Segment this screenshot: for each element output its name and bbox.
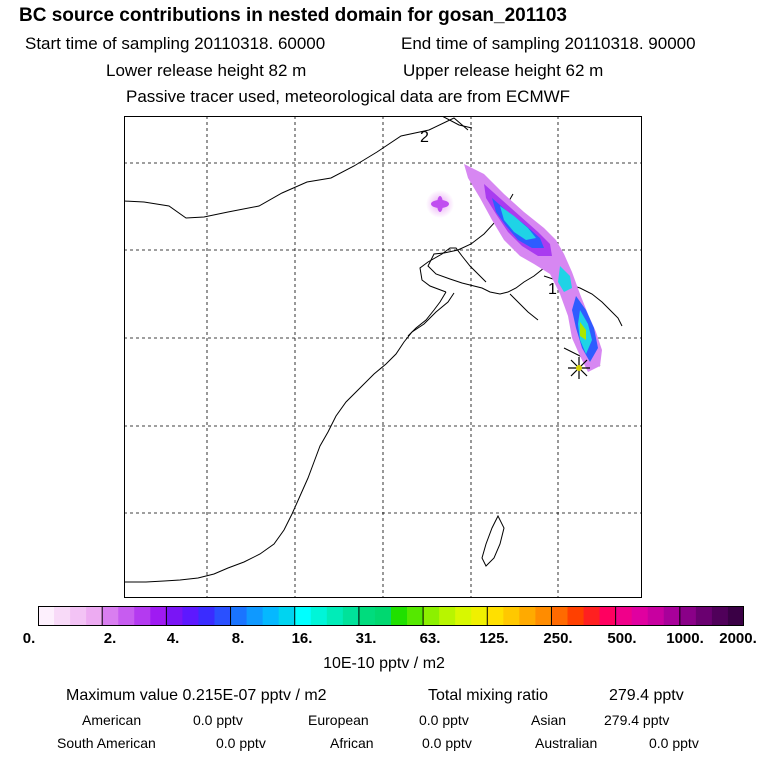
colorbar-tick: 63.	[419, 630, 441, 647]
african-value: 0.0 pptv	[422, 735, 472, 751]
colorbar-swatch	[182, 606, 199, 626]
colorbar-swatch	[150, 606, 167, 626]
colorbar-swatch	[262, 606, 280, 626]
colorbar-swatch	[519, 606, 536, 626]
colorbar-swatch	[118, 606, 135, 626]
colorbar-swatch	[391, 606, 408, 626]
colorbar-swatch	[631, 606, 649, 626]
colorbar-swatch	[38, 606, 55, 626]
colorbar-swatch	[70, 606, 87, 626]
tracer-note: Passive tracer used, meteorological data…	[126, 87, 571, 106]
colorbar-tick: 250.	[543, 630, 573, 647]
colorbar-tick: 2000.	[719, 630, 757, 647]
colorbar-swatch	[230, 606, 247, 626]
maximum-value: Maximum value 0.215E-07 pptv / m2	[66, 687, 327, 704]
colorbar-swatch	[246, 606, 264, 626]
colorbar-tick: 16.	[291, 630, 313, 647]
colorbar-swatch	[583, 606, 600, 626]
colorbar-swatch	[599, 606, 617, 626]
colorbar-swatch	[294, 606, 312, 626]
colorbar-swatch	[374, 606, 392, 626]
lat-lon-grid	[124, 116, 642, 598]
colorbar-tick: 31.	[355, 630, 377, 647]
lower-release-height: Lower release height 82 m	[106, 61, 307, 80]
upper-release-height: Upper release height 62 m	[403, 61, 604, 80]
receptor-star-icon	[568, 357, 590, 379]
south-american-value: 0.0 pptv	[216, 735, 266, 751]
map-panel: 2 1	[124, 116, 642, 598]
colorbar-swatch	[455, 606, 472, 626]
african-label: African	[330, 735, 374, 751]
colorbar-swatch	[487, 606, 504, 626]
european-value: 0.0 pptv	[419, 712, 469, 728]
colorbar-swatch	[358, 606, 376, 626]
colorbar-swatch	[471, 606, 488, 626]
colorbar-swatch	[679, 606, 697, 626]
american-label: American	[82, 712, 142, 728]
colorbar-swatch	[503, 606, 520, 626]
colorbar-swatch	[727, 606, 744, 626]
colorbar-swatch	[423, 606, 440, 626]
australian-label: Australian	[535, 735, 598, 751]
colorbar-swatch	[198, 606, 215, 626]
colorbar-swatch	[567, 606, 584, 626]
colorbar-swatch	[342, 606, 360, 626]
colorbar-swatch	[551, 606, 568, 626]
colorbar-swatch	[695, 606, 713, 626]
asian-label: Asian	[531, 712, 567, 728]
colorbar-swatch	[214, 606, 231, 626]
colorbar-tick: 0.	[22, 630, 36, 647]
colorbar-swatch	[54, 606, 71, 626]
colorbar-swatch	[278, 606, 296, 626]
asian-value: 279.4 pptv	[604, 712, 670, 728]
american-value: 0.0 pptv	[193, 712, 243, 728]
colorbar-tick: 1000.	[666, 630, 704, 647]
colorbar-tick: 8.	[231, 630, 245, 647]
total-mixing-value: 279.4 pptv	[609, 687, 684, 704]
total-mixing-label: Total mixing ratio	[428, 687, 549, 704]
south-american-label: South American	[57, 735, 156, 751]
colorbar-swatch	[310, 606, 328, 626]
colorbar-tick: 4.	[166, 630, 180, 647]
european-label: European	[308, 712, 369, 728]
colorbar-swatch	[407, 606, 424, 626]
end-time: End time of sampling 20110318. 90000	[401, 34, 696, 53]
colorbar-unit: 10E-10 pptv / m2	[323, 655, 445, 672]
concentration-plume	[426, 164, 602, 372]
colorbar-swatch	[102, 606, 119, 626]
colorbar-swatch	[326, 606, 344, 626]
colorbar-swatch	[615, 606, 633, 626]
colorbar-swatch	[86, 606, 103, 626]
figure-title: BC source contributions in nested domain…	[19, 5, 567, 26]
map-label-2: 2	[420, 129, 429, 146]
colorbar-swatch	[647, 606, 665, 626]
start-time: Start time of sampling 20110318. 60000	[25, 34, 326, 53]
colorbar-tick: 125.	[479, 630, 509, 647]
colorbar-swatch	[439, 606, 456, 626]
australian-value: 0.0 pptv	[649, 735, 699, 751]
map-label-1: 1	[548, 281, 557, 298]
colorbar-border	[38, 606, 744, 626]
colorbar-swatch	[134, 606, 151, 626]
colorbar-swatch	[711, 606, 729, 626]
colorbar-swatch	[166, 606, 183, 626]
colorbar-swatch	[535, 606, 552, 626]
colorbar-swatch	[663, 606, 681, 626]
colorbar-tick: 2.	[103, 630, 117, 647]
colorbar-tick: 500.	[607, 630, 637, 647]
colorbar	[38, 606, 744, 626]
